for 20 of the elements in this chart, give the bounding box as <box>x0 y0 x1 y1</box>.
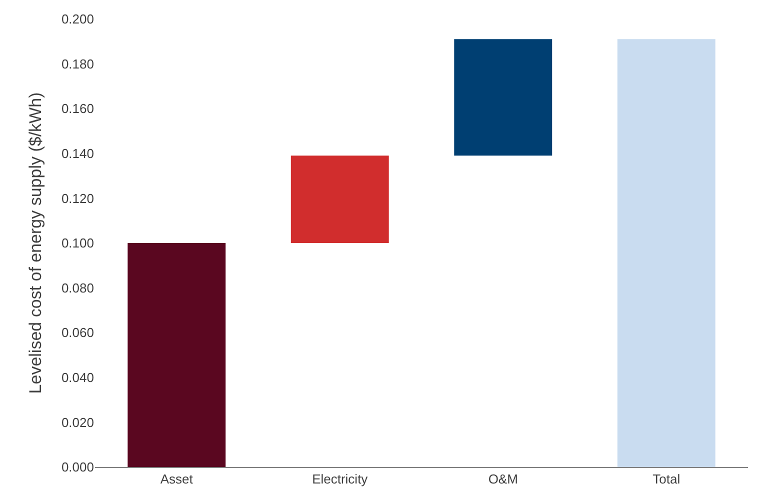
bar <box>617 39 716 467</box>
y-tick-label: 0.080 <box>61 280 94 296</box>
y-tick-label: 0.100 <box>61 236 94 251</box>
y-tick-label: 0.000 <box>61 460 94 475</box>
bar <box>290 156 389 243</box>
y-axis-title: Levelised cost of energy supply ($/kWh) <box>26 92 46 394</box>
y-tick-label: 0.140 <box>61 146 94 161</box>
y-tick-label: 0.060 <box>61 325 94 340</box>
y-tick-label: 0.180 <box>61 56 94 72</box>
x-tick-label: Electricity <box>312 472 368 487</box>
y-tick-label: 0.200 <box>61 12 94 27</box>
x-tick-label: Asset <box>160 472 194 487</box>
x-tick-label: Total <box>652 472 680 487</box>
y-tick-label: 0.020 <box>61 414 94 430</box>
y-tick-label: 0.160 <box>61 101 94 116</box>
bar <box>454 39 552 156</box>
x-tick-label: O&M <box>488 472 518 487</box>
y-tick-label: 0.120 <box>61 190 94 206</box>
y-tick-label: 0.040 <box>61 370 94 385</box>
bar <box>128 243 226 467</box>
